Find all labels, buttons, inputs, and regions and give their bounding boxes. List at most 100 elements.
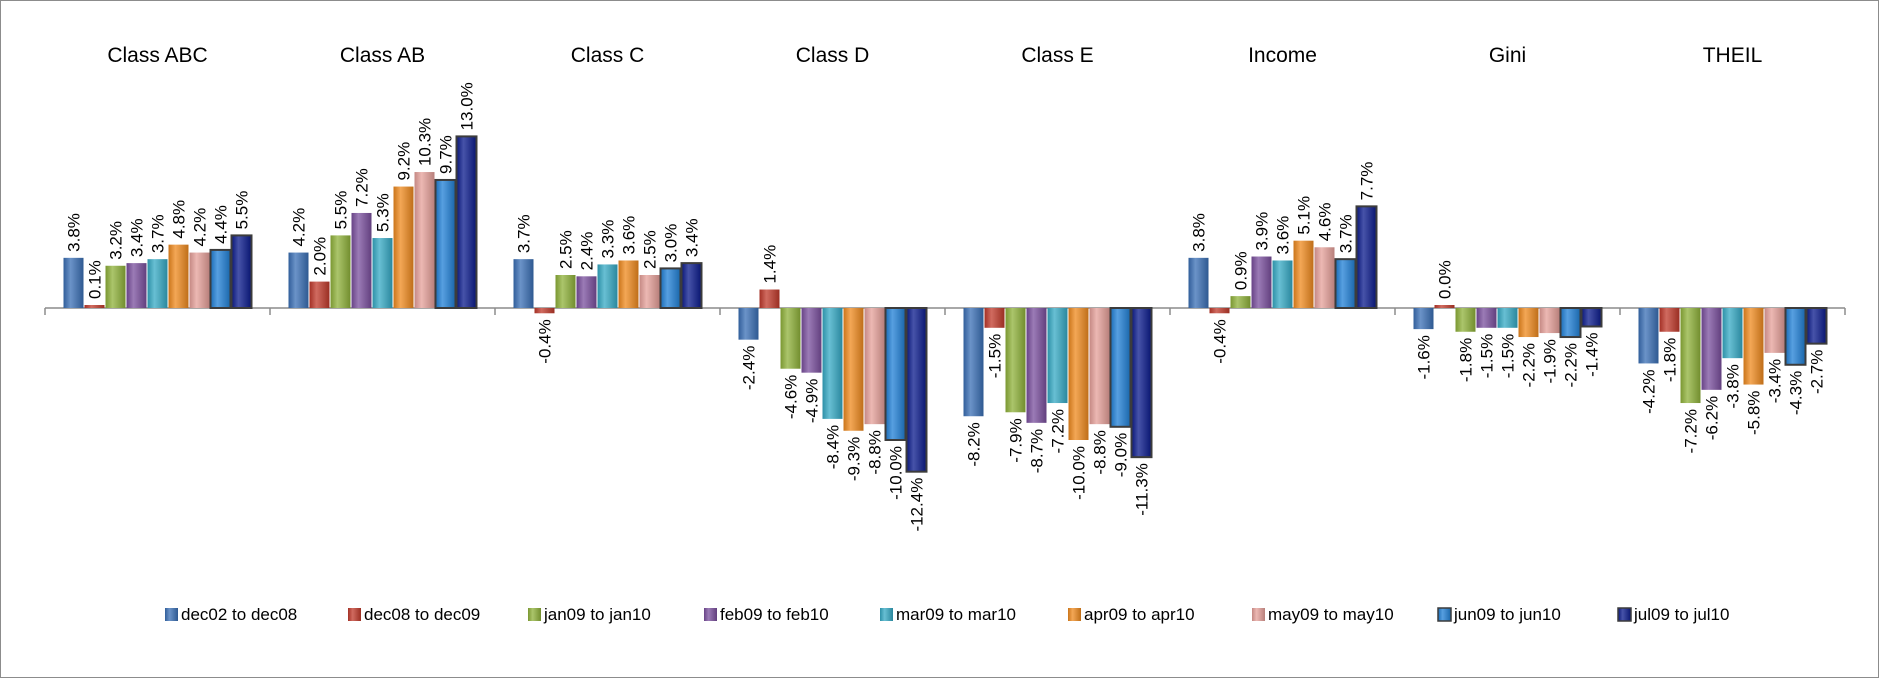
bar: [1659, 308, 1680, 332]
data-label: -8.8%: [866, 430, 885, 474]
data-label: -8.7%: [1028, 429, 1047, 473]
data-label: 3.6%: [1274, 216, 1293, 255]
data-label: 4.2%: [290, 208, 309, 247]
data-label: -8.2%: [965, 422, 984, 466]
data-label: -7.9%: [1007, 418, 1026, 462]
bar: [1434, 305, 1455, 308]
legend-label: apr09 to apr10: [1084, 605, 1195, 624]
bar: [618, 260, 639, 308]
legend-label: feb09 to feb10: [720, 605, 829, 624]
data-label: -9.3%: [845, 437, 864, 481]
data-label: -8.4%: [824, 425, 843, 469]
bar: [555, 275, 576, 308]
data-label: 3.8%: [1190, 213, 1209, 252]
data-label: 7.7%: [1358, 162, 1377, 201]
bar: [963, 308, 984, 417]
bar: [822, 308, 843, 419]
data-label: -4.6%: [782, 375, 801, 419]
data-label: 2.4%: [578, 232, 597, 271]
data-label: 3.8%: [65, 213, 84, 252]
data-label: 3.2%: [107, 221, 126, 260]
bar: [1680, 308, 1701, 404]
data-label: 3.6%: [620, 216, 639, 255]
bar: [230, 234, 253, 309]
bar: [1638, 308, 1659, 364]
legend: dec02 to dec08 dec08 to dec09 jan09 to jan…: [165, 605, 1729, 624]
bar: [843, 308, 864, 431]
legend-swatch: [704, 608, 717, 621]
data-label: -5.8%: [1745, 391, 1764, 435]
data-label: 0.0%: [1436, 260, 1455, 299]
bar: [1805, 307, 1828, 345]
bar: [1026, 308, 1047, 423]
data-label: 10.3%: [416, 118, 435, 166]
bar: [1314, 247, 1335, 308]
bar: [576, 276, 597, 308]
data-label: 2.5%: [641, 230, 660, 269]
bar: [1047, 308, 1068, 404]
bar: [639, 275, 660, 308]
data-label: -7.2%: [1049, 409, 1068, 453]
bar: [189, 252, 210, 308]
legend-label: jun09 to jun10: [1453, 605, 1561, 624]
bar: [905, 307, 928, 473]
data-label: 3.7%: [149, 214, 168, 253]
category-titles: Class ABC Class AB Class C Class D Class E In…: [107, 44, 1762, 67]
bar: [1413, 308, 1434, 330]
category-title: Class E: [1021, 44, 1093, 67]
bar: [738, 308, 759, 340]
data-label: 5.3%: [374, 193, 393, 232]
category-title: THEIL: [1703, 44, 1763, 67]
bar: [1209, 308, 1230, 314]
bar: [1455, 308, 1476, 332]
bar: [1355, 205, 1378, 309]
legend-swatch: [1617, 607, 1632, 622]
legend-swatch: [880, 608, 893, 621]
data-label: 4.8%: [170, 200, 189, 239]
bar: [780, 308, 801, 369]
bar: [372, 238, 393, 308]
bar: [1722, 308, 1743, 359]
bar: [759, 289, 780, 308]
bar: [1130, 307, 1153, 459]
bar: [1272, 260, 1293, 308]
bar: [455, 135, 478, 309]
data-label: -1.5%: [1499, 334, 1518, 378]
bar: [393, 186, 414, 308]
data-label: -4.2%: [1640, 369, 1659, 413]
legend-label: mar09 to mar10: [896, 605, 1016, 624]
data-label: 2.0%: [311, 237, 330, 276]
bar: [884, 307, 907, 441]
data-label: 3.4%: [683, 218, 702, 257]
legend-label: jan09 to jan10: [543, 605, 651, 624]
bar: [1743, 308, 1764, 385]
bar: [597, 264, 618, 308]
bar: [659, 267, 682, 309]
data-label: 9.2%: [395, 142, 414, 181]
bar: [864, 308, 885, 425]
data-label: -2.2%: [1562, 343, 1581, 387]
bar: [1580, 307, 1603, 328]
bar: [1334, 258, 1357, 310]
data-label: -8.8%: [1091, 430, 1110, 474]
bar: [288, 252, 309, 308]
bar: [330, 235, 351, 308]
bar: [1251, 256, 1272, 308]
bar: [680, 262, 703, 309]
legend-swatch: [1068, 608, 1081, 621]
bar: [434, 178, 457, 309]
bar: [513, 259, 534, 308]
bar: [1476, 308, 1497, 328]
bar: [1701, 308, 1722, 390]
data-label: 5.5%: [332, 191, 351, 230]
legend-swatch: [1437, 607, 1452, 622]
data-label: 2.5%: [557, 230, 576, 269]
bar: [1089, 308, 1110, 425]
legend-label: may09 to may10: [1268, 605, 1394, 624]
data-label: 5.1%: [1295, 196, 1314, 235]
bar: [147, 259, 168, 308]
data-label: -6.2%: [1703, 396, 1722, 440]
data-label: -1.5%: [986, 334, 1005, 378]
bar: [84, 305, 105, 308]
